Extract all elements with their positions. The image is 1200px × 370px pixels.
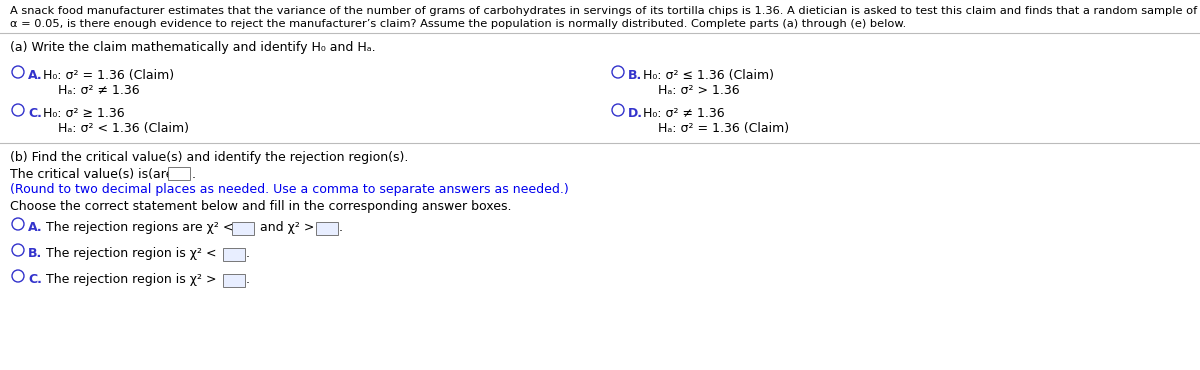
Text: .: .: [340, 221, 343, 234]
Text: H₀: σ² = 1.36 (Claim): H₀: σ² = 1.36 (Claim): [43, 69, 174, 82]
Text: C.: C.: [28, 273, 42, 286]
Text: (Round to two decimal places as needed. Use a comma to separate answers as neede: (Round to two decimal places as needed. …: [10, 183, 569, 196]
Text: .: .: [246, 273, 250, 286]
Text: and χ² >: and χ² >: [256, 221, 318, 234]
Text: A.: A.: [28, 69, 43, 82]
Text: The rejection regions are χ² <: The rejection regions are χ² <: [46, 221, 238, 234]
Text: H₀: σ² ≤ 1.36 (Claim): H₀: σ² ≤ 1.36 (Claim): [643, 69, 774, 82]
Text: A snack food manufacturer estimates that the variance of the number of grams of : A snack food manufacturer estimates that…: [10, 6, 1200, 16]
Text: A.: A.: [28, 221, 43, 234]
FancyBboxPatch shape: [316, 222, 338, 235]
Text: Hₐ: σ² < 1.36 (Claim): Hₐ: σ² < 1.36 (Claim): [58, 122, 190, 135]
Text: (a) Write the claim mathematically and identify H₀ and Hₐ.: (a) Write the claim mathematically and i…: [10, 41, 376, 54]
Text: .: .: [192, 168, 196, 181]
FancyBboxPatch shape: [168, 167, 190, 180]
Text: C.: C.: [28, 107, 42, 120]
Text: α = 0.05, is there enough evidence to reject the manufacturer’s claim? Assume th: α = 0.05, is there enough evidence to re…: [10, 19, 906, 29]
Text: Hₐ: σ² > 1.36: Hₐ: σ² > 1.36: [658, 84, 739, 97]
Text: The rejection region is χ² <: The rejection region is χ² <: [46, 247, 221, 260]
Text: (b) Find the critical value(s) and identify the rejection region(s).: (b) Find the critical value(s) and ident…: [10, 151, 408, 164]
Text: Hₐ: σ² ≠ 1.36: Hₐ: σ² ≠ 1.36: [58, 84, 139, 97]
FancyBboxPatch shape: [232, 222, 254, 235]
FancyBboxPatch shape: [223, 274, 245, 287]
Text: D.: D.: [628, 107, 643, 120]
Text: The critical value(s) is(are): The critical value(s) is(are): [10, 168, 179, 181]
Text: The rejection region is χ² >: The rejection region is χ² >: [46, 273, 221, 286]
Text: B.: B.: [628, 69, 642, 82]
FancyBboxPatch shape: [223, 248, 245, 261]
Text: .: .: [246, 247, 250, 260]
Text: Hₐ: σ² = 1.36 (Claim): Hₐ: σ² = 1.36 (Claim): [658, 122, 790, 135]
Text: H₀: σ² ≥ 1.36: H₀: σ² ≥ 1.36: [43, 107, 125, 120]
Text: B.: B.: [28, 247, 42, 260]
Text: H₀: σ² ≠ 1.36: H₀: σ² ≠ 1.36: [643, 107, 725, 120]
Text: Choose the correct statement below and fill in the corresponding answer boxes.: Choose the correct statement below and f…: [10, 200, 511, 213]
